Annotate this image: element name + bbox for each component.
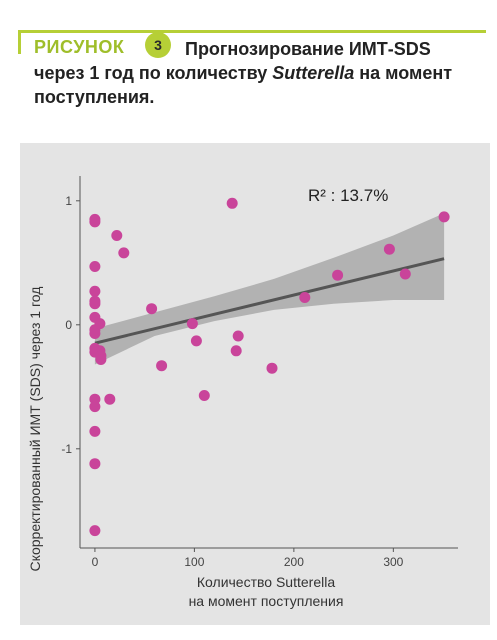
figure-label: РИСУНОК (34, 37, 125, 57)
data-point (89, 285, 101, 297)
regression-line (94, 257, 445, 345)
x-tick-label: 100 (184, 555, 204, 569)
x-tick-label: 200 (284, 555, 304, 569)
x-tick-label: 300 (383, 555, 403, 569)
header-accent-line (18, 30, 486, 33)
data-point (89, 458, 101, 470)
y-tick-label: -1 (61, 442, 72, 456)
data-point (299, 292, 311, 303)
data-point (89, 261, 101, 272)
x-axis-label-line2: на момент поступления (189, 593, 344, 609)
header-accent-bar (18, 30, 21, 54)
data-point (89, 328, 101, 339)
y-tick-label: 1 (65, 194, 72, 208)
y-axis-label: Скорректированный ИМТ (SDS) через 1 год (27, 287, 43, 572)
figure-title-part2: на момент поступления. (34, 63, 453, 107)
data-point (332, 269, 344, 281)
y-tick-label: 0 (65, 318, 72, 332)
data-point (186, 318, 198, 330)
data-point (118, 247, 130, 259)
figure-header: Прогнозирование ИМТ-SDS через 1 год по к… (18, 30, 488, 120)
data-point (266, 362, 278, 374)
data-point (230, 345, 242, 357)
data-point (95, 354, 107, 365)
figure-title-italic: Sutterella (272, 63, 355, 83)
figure-title-part1: Прогнозирование ИМТ-SDS через 1 год по к… (34, 39, 431, 83)
data-point (89, 425, 101, 437)
x-axis-label-line1: Количество Sutterella (197, 574, 335, 590)
data-point (89, 298, 101, 310)
data-point (89, 216, 101, 228)
data-point (89, 401, 101, 413)
data-point (94, 318, 106, 330)
data-point (190, 335, 202, 347)
data-point (89, 525, 101, 537)
data-point (438, 211, 450, 223)
data-point (399, 268, 411, 280)
figure-number-badge: 3 (145, 32, 171, 58)
data-point (232, 330, 244, 342)
figure-title: Прогнозирование ИМТ-SDS через 1 год по к… (34, 37, 484, 109)
confidence-band (94, 213, 445, 365)
scatter-chart: 0 100 200 300 1 0 -1 R² : 13.7% Скорректирован… (27, 176, 458, 609)
data-point (383, 243, 395, 255)
data-point (156, 360, 168, 372)
data-point (111, 230, 123, 241)
r-squared-annotation: R² : 13.7% (308, 186, 388, 205)
data-point (146, 303, 158, 315)
data-point (104, 393, 116, 405)
x-tick-label: 0 (92, 555, 99, 569)
data-point (198, 390, 210, 401)
data-point (226, 197, 238, 209)
